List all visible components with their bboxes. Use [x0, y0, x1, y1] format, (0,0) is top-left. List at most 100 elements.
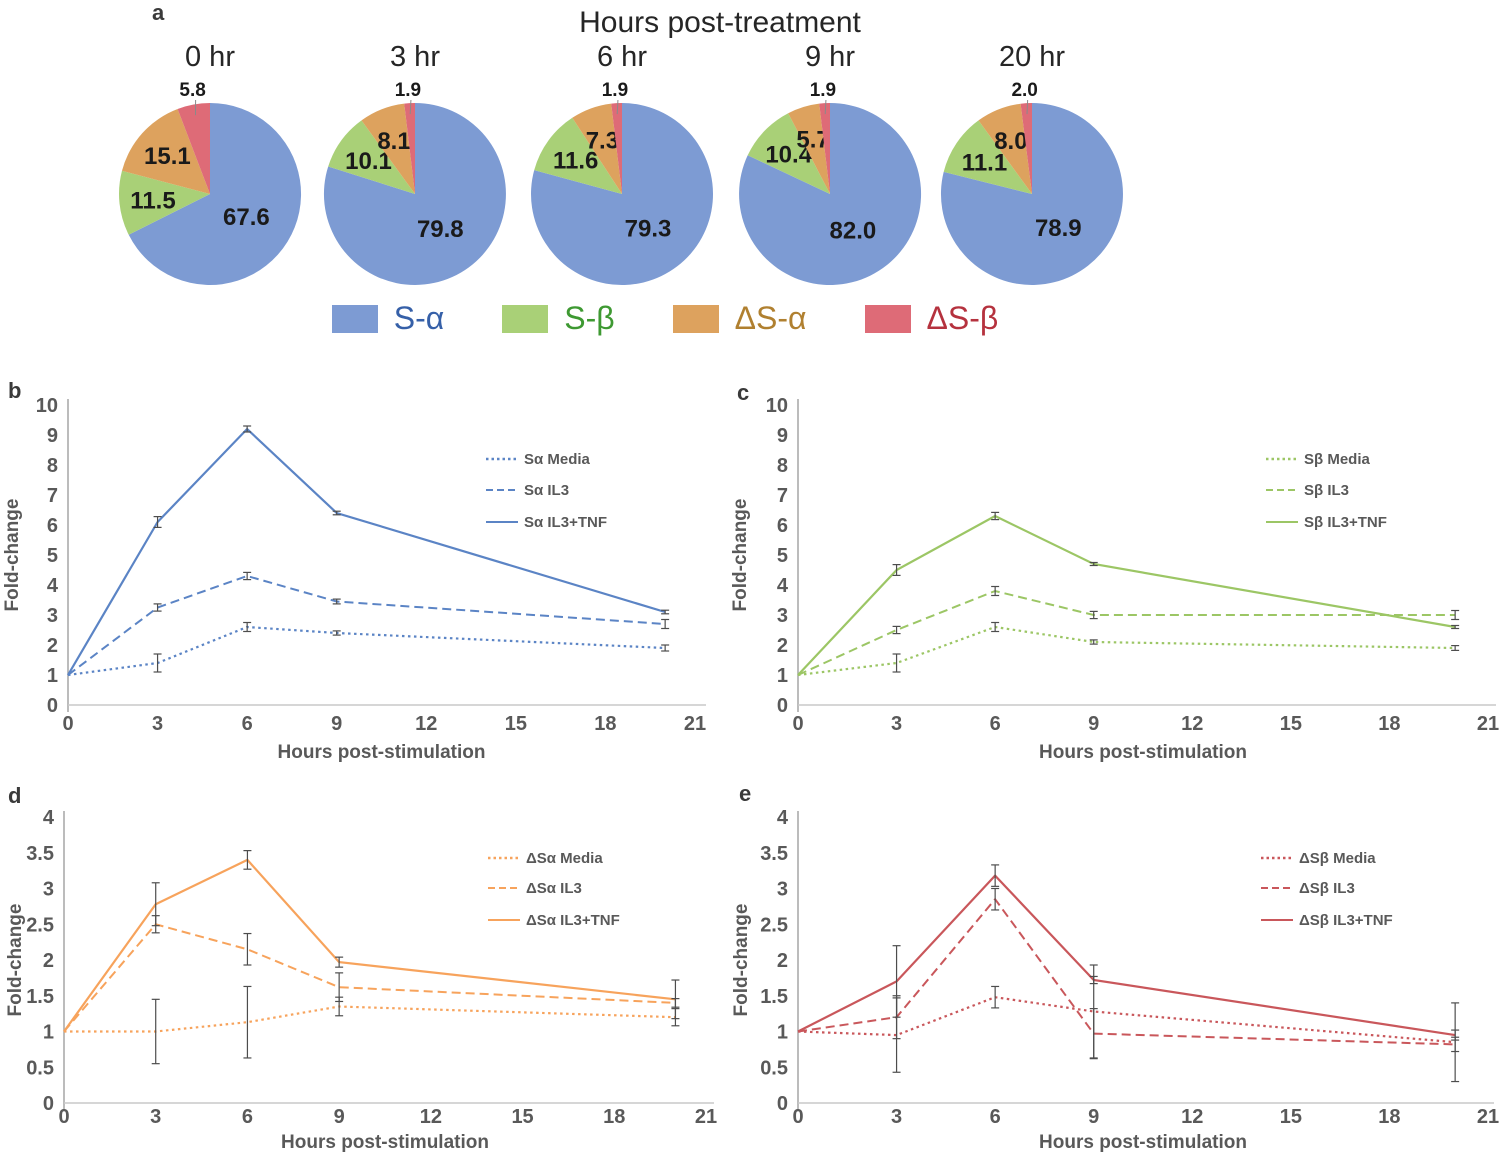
series-line	[67, 574, 666, 676]
legend-label: Sα Media	[524, 451, 591, 468]
legend-item-ds-alpha: ΔS-α	[672, 300, 807, 337]
x-tick-label: 6	[990, 713, 1001, 735]
y-tick-label: 4	[777, 575, 789, 597]
y-tick-label: 3	[777, 605, 788, 627]
pie-value-label: 8.1	[377, 128, 410, 155]
panel-d: d 0 0.5 1 1.5 2 2.5 3 3.5 4 0 3 6 9 12 15 18 21 Hours pos…	[0, 765, 722, 1155]
pie-value-label: 2.0	[1011, 80, 1037, 101]
pie-label-leader	[409, 99, 412, 115]
panel-label-e: e	[739, 781, 752, 806]
x-tick-label: 0	[58, 1106, 69, 1128]
pie-legend: S-α S-β ΔS-α ΔS-β	[0, 300, 1330, 337]
pie-value-label: 15.1	[144, 143, 191, 170]
x-tick-label: 9	[1088, 1106, 1099, 1128]
y-axis-title: Fold-change	[730, 499, 751, 612]
y-tick-label: 1	[777, 665, 788, 687]
y-tick-label: 4	[47, 575, 59, 597]
pie-chart-9hr: 9 hr 82.0 10.4 5.7 1.9	[725, 38, 935, 293]
pie-chart-20hr: 20 hr 78.9 11.1 8.0 2.0	[927, 38, 1137, 293]
x-tick-label: 12	[1181, 713, 1203, 735]
pie-title: 0 hr	[185, 41, 235, 73]
pie-slice	[122, 109, 210, 194]
y-tick-label: 8	[777, 455, 788, 477]
pie-value-label: 11.6	[553, 148, 598, 175]
x-tick-label: 15	[1280, 1106, 1302, 1128]
pie-title: 20 hr	[998, 41, 1066, 73]
panel-label-d: d	[8, 783, 22, 808]
y-tick-label: 3.5	[760, 843, 788, 865]
pie-chart-3hr: 3 hr 79.8 10.1 8.1 1.9	[310, 38, 520, 293]
legend-swatch	[502, 304, 549, 333]
y-tick-label: 7	[47, 485, 58, 507]
legend-label: ΔSα Media	[526, 850, 603, 867]
x-tick-label: 18	[603, 1106, 625, 1128]
y-tick-label: 0	[47, 695, 58, 717]
y-tick-label: 1.5	[26, 986, 54, 1008]
pie-label-leader	[1026, 99, 1029, 115]
y-tick-label: 5	[47, 545, 58, 567]
y-tick-label: 0.5	[760, 1057, 788, 1079]
y-tick-label: 4	[43, 807, 55, 829]
pie-value-label: 1.9	[395, 80, 421, 101]
pie-svg: 79.8 10.18.1 1.9	[323, 80, 506, 285]
y-axis-title: Fold-change	[5, 904, 26, 1017]
legend-label: ΔSβ IL3+TNF	[1299, 912, 1393, 929]
panel-label-a: a	[152, 0, 165, 25]
pie-value-label: 8.0	[994, 128, 1027, 155]
pie-value-label: 11.1	[962, 149, 1007, 176]
y-tick-label: 9	[777, 425, 788, 447]
y-axis-title: Fold-change	[2, 499, 23, 612]
y-tick-label: 6	[777, 515, 788, 537]
pie-chart-6hr: 6 hr 79.3 11.6 7.3 1.9	[517, 38, 727, 293]
pie-slice	[1020, 102, 1032, 194]
legend-label: Sα IL3	[524, 482, 569, 499]
x-tick-label: 6	[990, 1106, 1001, 1128]
y-tick-label: 2	[777, 950, 788, 972]
y-tick-label: 3.5	[26, 843, 54, 865]
y-tick-label: 2	[47, 635, 58, 657]
x-tick-label: 12	[420, 1106, 442, 1128]
legend-label: ΔSα IL3+TNF	[526, 912, 620, 929]
panel-c: c 0 1 2 3 4 5 6 7 8 9 10 0 3 6 9 12 15 18 21 Hours post-sti…	[728, 375, 1500, 775]
pie-label-leader	[616, 99, 619, 115]
x-tick-label: 9	[334, 1106, 345, 1128]
pie-value-label: 11.5	[130, 187, 175, 214]
x-tick-label: 15	[511, 1106, 533, 1128]
pie-chart-0hr: 0 hr 67.6 11.5 15.1 5.8	[105, 38, 315, 293]
line-chart-ds-beta: 0 0.5 1 1.5 2 2.5 3 3.5 4 0 3 6 9 12 15 18 21 Hours post-…	[731, 807, 1499, 1153]
x-tick-label: 3	[152, 713, 163, 735]
series-line	[797, 514, 1456, 676]
y-tick-label: 10	[36, 395, 58, 417]
pie-svg: 78.9 11.18.0 2.0	[940, 80, 1123, 285]
pie-slice	[534, 117, 622, 194]
x-tick-label: 18	[1378, 1106, 1400, 1128]
x-tick-label: 12	[415, 713, 437, 735]
x-tick-label: 6	[242, 713, 253, 735]
panel-label-b: b	[8, 378, 22, 403]
pie-value-label: 78.9	[1035, 215, 1082, 242]
y-tick-label: 0.5	[26, 1057, 54, 1079]
pie-value-label: 82.0	[830, 218, 877, 245]
pie-title: 3 hr	[390, 41, 440, 73]
pie-slice	[531, 103, 714, 285]
legend-item-s-alpha: S-α	[331, 300, 444, 337]
x-axis-title: Hours post-stimulation	[281, 1132, 489, 1153]
y-tick-label: 3	[777, 879, 788, 901]
panel-b: b 0 1 2 3 4 5 6 7 8 9 10 0 3 6 9 12 15 18 21 Hours post-sti…	[0, 375, 722, 775]
legend-label: Sβ IL3	[1304, 482, 1349, 499]
y-tick-label: 10	[766, 395, 788, 417]
pie-slice	[128, 102, 302, 285]
series-line	[64, 1005, 676, 1033]
y-axis-title: Fold-change	[731, 904, 752, 1017]
y-tick-label: 0	[777, 695, 788, 717]
x-tick-label: 18	[1378, 713, 1400, 735]
y-tick-label: 8	[47, 455, 58, 477]
legend-label: ΔS-β	[926, 300, 999, 336]
pie-value-label: 10.1	[345, 148, 392, 175]
pie-slice	[978, 103, 1032, 194]
x-tick-label: 0	[62, 713, 73, 735]
pie-svg: 67.6 11.5 15.1 5.8	[119, 80, 302, 285]
pie-slice	[119, 170, 210, 235]
legend-swatch	[672, 304, 719, 333]
